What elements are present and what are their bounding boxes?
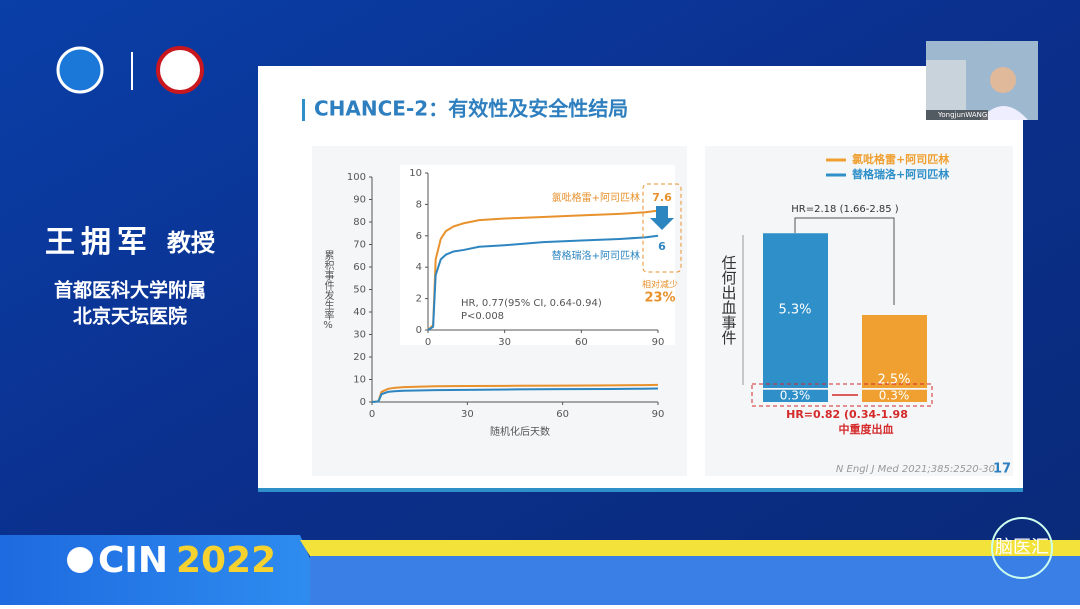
highlight [751,383,933,407]
brand-logo [991,517,1053,579]
x-tick-label: 30 [498,337,511,348]
video: YongjunWANG [926,41,1038,120]
bar [763,233,828,388]
bar [763,389,828,402]
y-tick-label: 100 [347,172,366,183]
x-tick-label: 0 [425,337,431,348]
x-tick-label: 90 [652,409,665,420]
building [926,60,966,110]
value-label: 2.5% [877,373,910,388]
affiliation: 首都医科大学附属 [54,279,206,302]
hr-label: HR=2.18 (1.66-2.85 ) [791,204,899,215]
banner-stripe [300,540,1080,556]
y-tick-label: 0 [416,325,422,336]
y-unit: % [323,320,333,331]
annotation: 相对减少 [642,279,678,291]
legend-label: 替格瑞洛+阿司匹林 [552,249,640,262]
y-tick-label: 80 [353,217,366,228]
chart-panel [705,146,1013,476]
annotation: P<0.008 [461,311,504,322]
y-tick-label: 60 [353,262,366,273]
shirt [980,106,1028,120]
annotation: 23% [644,291,675,306]
page-number: 17 [993,462,1011,477]
slide-title: CHANCE-2：有效性及安全性结局 [314,97,628,121]
y-label: 任何出血事件 [720,255,738,345]
video-name: YongjunWANG [937,111,987,119]
logo [56,46,104,94]
highlight [642,183,682,273]
line [371,383,659,403]
y-tick-label: 0 [360,397,366,408]
end-value: 7.6 [652,191,672,204]
y-tick-label: 4 [416,262,422,273]
banner-bar [310,556,1080,605]
value-label: 0.3% [879,389,910,403]
y-tick-label: 70 [353,240,366,251]
legend-label: 氯吡格雷+阿司匹林 [552,191,640,204]
y-label: 累积事件发生率 [322,250,334,321]
slide-rule [258,488,1023,492]
y-tick-label: 20 [353,352,366,363]
name-tag [926,110,988,120]
y-tick-label: 6 [416,231,422,242]
speaker-name: 王拥军 教授 [45,225,216,260]
y-tick-label: 8 [416,199,422,210]
arrow [650,206,674,230]
bar [862,389,927,402]
legend-label: 氯吡格雷+阿司匹林 [852,152,949,166]
annotation: 中重度出血 [839,422,894,436]
title-mark [302,99,305,121]
logo [156,46,204,94]
bar [862,315,927,388]
y-tick-label: 40 [353,307,366,318]
event: CIN 2022 [98,540,276,581]
value-label: 5.3% [778,303,811,318]
y-tick-label: 10 [409,168,422,179]
hr-label: HR=0.82 (0.34-1.98 [786,408,908,421]
x-tick-label: 60 [575,337,588,348]
legend-label: 替格瑞洛+阿司匹林 [852,167,949,181]
y-tick-label: 30 [353,330,366,341]
banner-logo [67,547,93,573]
x-tick-label: 60 [556,409,569,420]
value-label: 0.3% [780,389,811,403]
brand: 脑医汇 [995,537,1049,558]
face [990,67,1016,93]
end-value: 6 [658,240,666,253]
y-tick-label: 10 [353,375,366,386]
x-label: 随机化后天数 [490,425,550,438]
line [427,209,659,331]
affiliation: 北京天坛医院 [73,305,187,328]
y-tick-label: 2 [416,294,422,305]
line [371,387,659,403]
bracket [794,217,895,305]
x-tick-label: 90 [652,337,665,348]
citation: N Engl J Med 2021;385:2520-30 [836,464,995,475]
annotation: HR, 0.77(95% CI, 0.64-0.94) [461,298,602,309]
y-tick-label: 90 [353,195,366,206]
x-tick-label: 30 [461,409,474,420]
y-tick-label: 50 [353,285,366,296]
x-tick-label: 0 [369,409,375,420]
line [427,234,659,331]
